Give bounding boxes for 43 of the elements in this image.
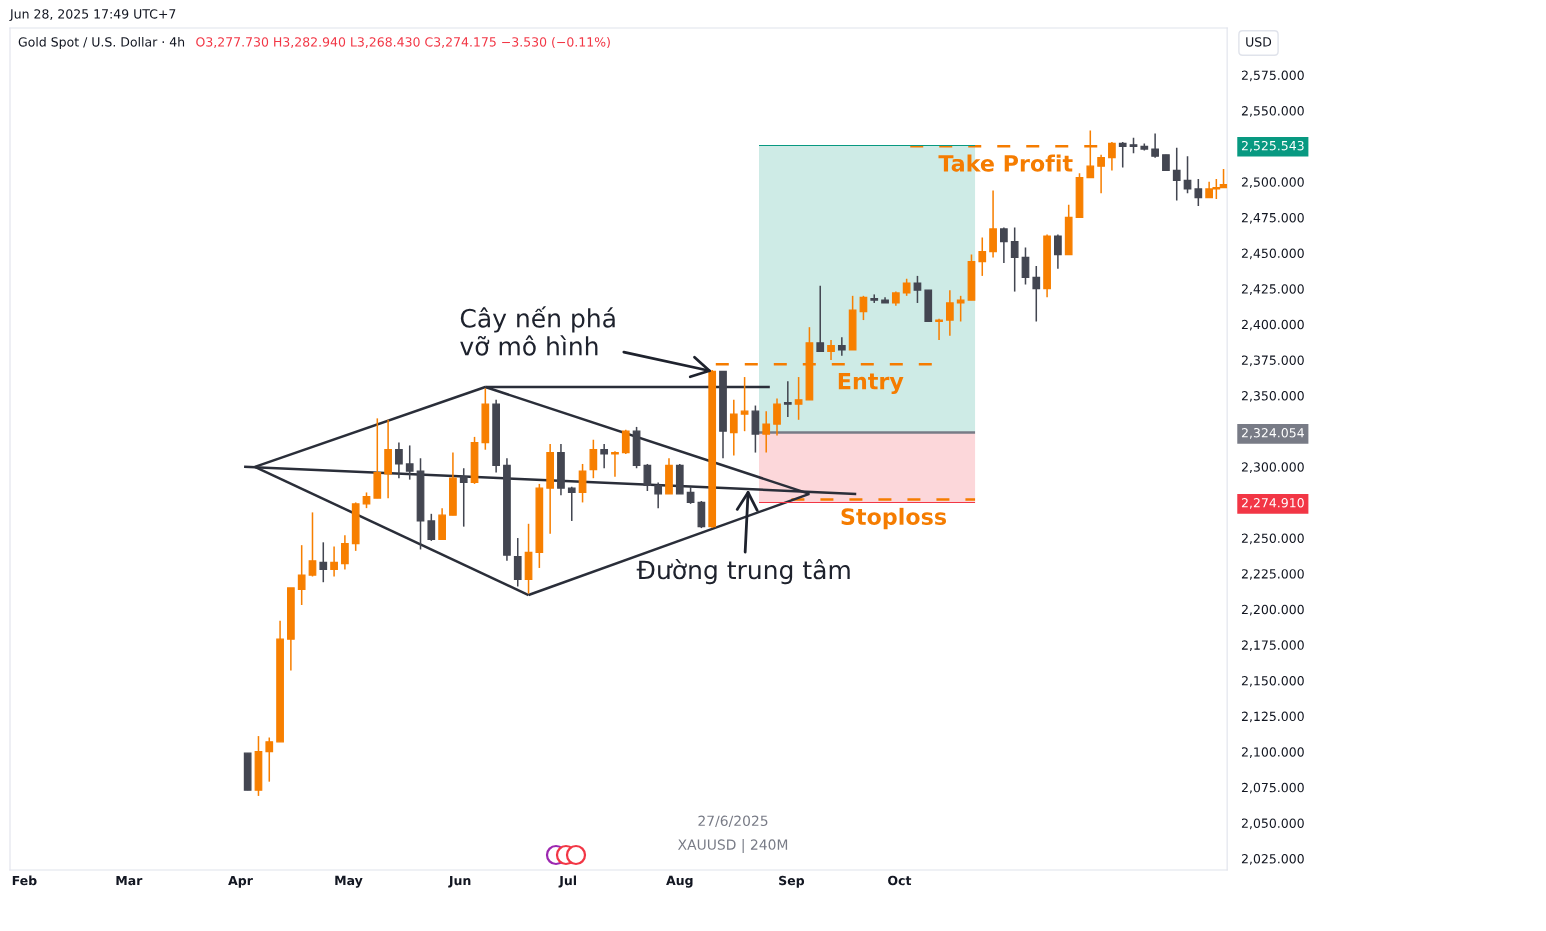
- y-tick-label: 2,324.054: [1241, 428, 1304, 439]
- y-tick-label: 2,425.000: [1241, 284, 1304, 295]
- annotation: Cây nến phá vỡ mô hình: [460, 306, 615, 356]
- y-tick-label: 2,025.000: [1241, 854, 1304, 865]
- series-label: Take Profit: [938, 154, 1073, 172]
- annotation: O3,277.730 H3,282.940 L3,268.430 C3,274.175 −3.530 (−0.11%): [196, 36, 610, 49]
- text: USD: [1246, 37, 1272, 47]
- x-tick-label: Mar: [116, 875, 143, 886]
- x-tick-label: Sep: [779, 875, 805, 888]
- y-tick-label: 2,375.000: [1241, 355, 1304, 367]
- x-tick-label: Jun: [448, 875, 471, 888]
- x-tick-label: Feb: [12, 875, 37, 886]
- y-tick-label: 2,450.000: [1241, 248, 1304, 260]
- y-tick-label: 2,175.000: [1241, 640, 1304, 652]
- y-tick-label: 2,150.000: [1241, 675, 1304, 687]
- text: Jun 28, 2025 17:49 UTC+7: [9, 9, 176, 21]
- y-tick-label: 2,200.000: [1241, 604, 1304, 616]
- y-tick-label: 2,075.000: [1241, 782, 1304, 794]
- x-tick-label: May: [335, 875, 363, 888]
- series-label: Entry: [838, 372, 904, 394]
- y-tick-label: 2,575.000: [1241, 70, 1304, 82]
- y-tick-label: 2,250.000: [1241, 533, 1304, 545]
- y-tick-label: 2,225.000: [1241, 569, 1304, 580]
- y-tick-label: 2,500.000: [1241, 177, 1304, 189]
- y-tick-label: 2,350.000: [1241, 391, 1304, 402]
- annotation: 27/6/2025: [698, 815, 768, 828]
- y-tick-label: 2,525.543: [1241, 140, 1304, 152]
- y-tick-label: 2,125.000: [1241, 711, 1304, 723]
- x-tick-label: Oct: [888, 875, 912, 886]
- y-tick-label: 2,300.000: [1241, 462, 1304, 474]
- series-label: Stoploss: [841, 507, 947, 530]
- y-tick-label: 2,274.910: [1241, 498, 1304, 509]
- y-tick-label: 2,475.000: [1241, 212, 1304, 224]
- text: Gold Spot / U.S. Dollar · 4h: [18, 36, 185, 50]
- y-tick-label: 2,100.000: [1241, 747, 1304, 758]
- annotation: Đường trung tâm: [636, 559, 850, 585]
- y-tick-label: 2,050.000: [1241, 818, 1304, 830]
- y-tick-label: 2,400.000: [1241, 319, 1304, 331]
- x-tick-label: Jul: [558, 875, 577, 888]
- x-tick-label: Aug: [666, 875, 693, 888]
- x-tick-label: Apr: [228, 875, 253, 888]
- annotation: XAUUSD | 240M: [677, 839, 788, 853]
- y-tick-label: 2,550.000: [1241, 106, 1304, 117]
